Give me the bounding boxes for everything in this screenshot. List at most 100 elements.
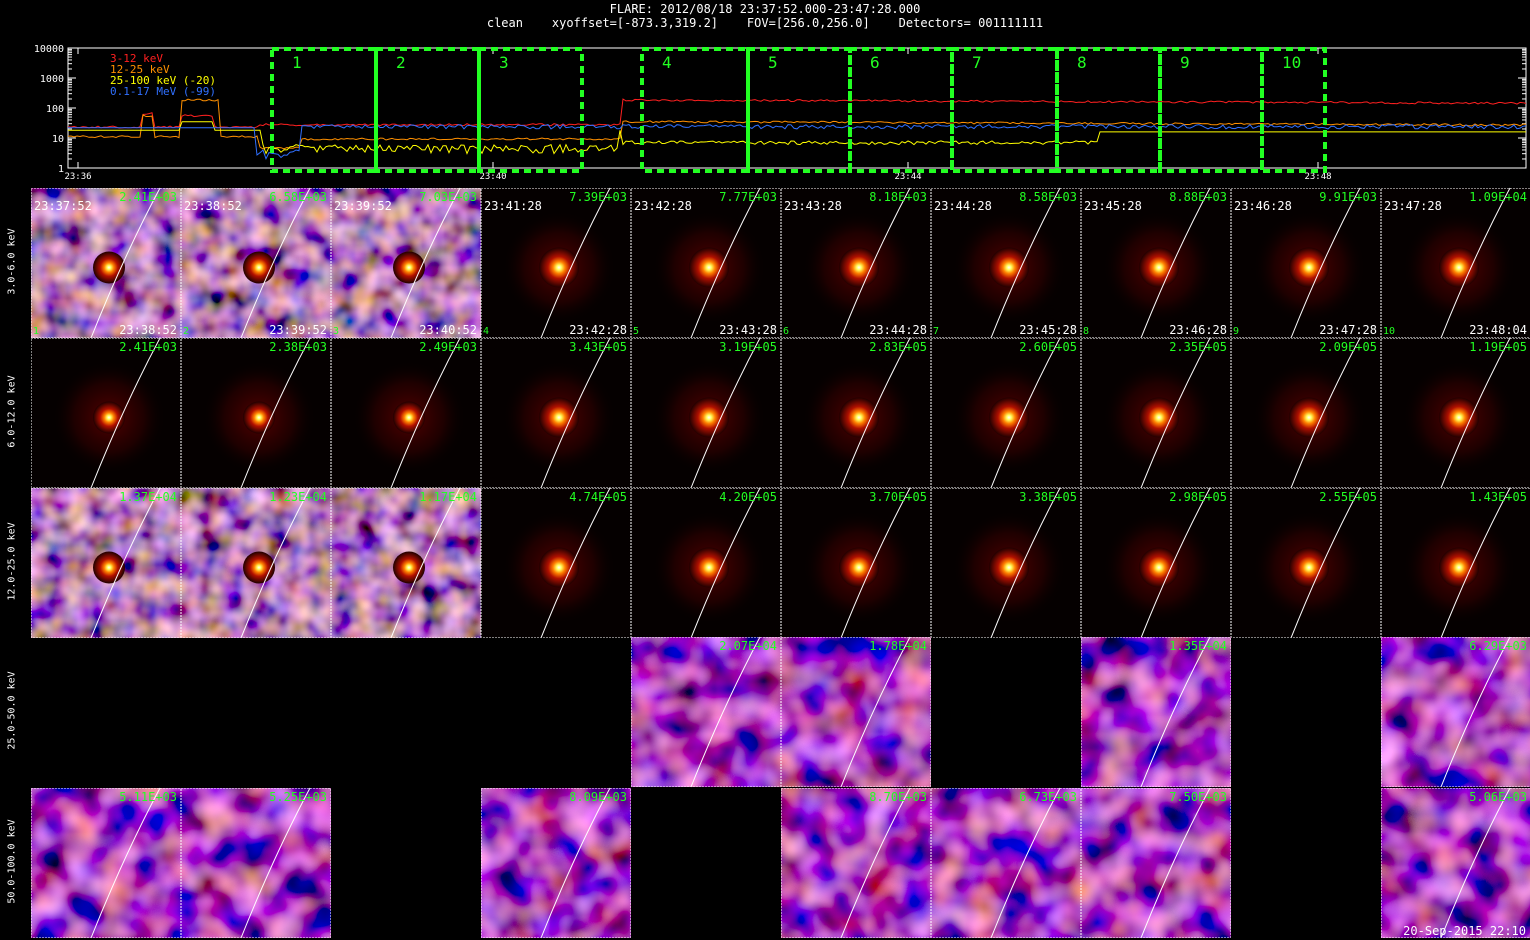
peak-value: 2.09E+05 — [1319, 340, 1377, 354]
interval-number: 9 — [1233, 326, 1239, 337]
peak-value: 1.43E+05 — [1469, 490, 1527, 504]
interval-box — [640, 47, 750, 173]
image-panel: 6.73E+03 — [931, 787, 1081, 939]
peak-value: 2.49E+03 — [419, 340, 477, 354]
peak-value: 3.38E+05 — [1019, 490, 1077, 504]
image-panel: 1.23E+04 — [181, 487, 331, 639]
peak-value: 1.35E+04 — [1169, 639, 1227, 653]
xtick-label: 23:40 — [479, 172, 506, 182]
ytick-label: 10000 — [34, 44, 64, 55]
start-time: 23:44:28 — [934, 199, 992, 213]
peak-value: 1.19E+05 — [1469, 340, 1527, 354]
peak-value: 1.78E+04 — [869, 639, 927, 653]
interval-label: 9 — [1180, 53, 1190, 72]
peak-value: 3.43E+05 — [569, 340, 627, 354]
interval-label: 6 — [870, 53, 880, 72]
peak-value: 8.18E+03 — [869, 190, 927, 204]
legend-entry: 3-12 keV — [110, 52, 163, 65]
interval-box — [1055, 47, 1162, 173]
image-panel: 8.70E+03 — [781, 787, 931, 939]
interval-box — [1260, 47, 1327, 173]
image-panel: 5.25E+03 — [181, 787, 331, 939]
image-panel: 8.18E+03 23:43:28 23:44:28 6 — [781, 187, 931, 339]
footer-timestamp: 20-Sep-2015 22:10 — [1403, 924, 1526, 938]
image-panel: 1.17E+04 — [331, 487, 481, 639]
peak-value: 2.38E+03 — [269, 340, 327, 354]
legend-entry: 25-100 keV (-20) — [110, 74, 216, 87]
image-panel: 2.49E+03 — [331, 337, 481, 489]
peak-value: 8.70E+03 — [869, 790, 927, 804]
image-panel: 1.43E+05 — [1381, 487, 1530, 639]
image-panel: 1.09E+04 23:47:28 23:48:04 10 — [1381, 187, 1530, 339]
image-panel: 2.55E+05 — [1231, 487, 1381, 639]
ytick-label: 1 — [58, 164, 64, 175]
band-label: 3.0-6.0 keV — [6, 228, 18, 295]
flare-title: FLARE: 2012/08/18 23:37:52.000-23:47:28.… — [609, 2, 921, 16]
legend-entry: 0.1-17 MeV (-99) — [110, 85, 216, 98]
xtick-label: 23:36 — [64, 172, 91, 182]
peak-value: 2.35E+05 — [1169, 340, 1227, 354]
image-panel: 2.35E+05 — [1081, 337, 1231, 489]
image-panel: 5.06E+03 — [1381, 787, 1530, 939]
peak-value: 2.41E+03 — [119, 340, 177, 354]
peak-value: 2.07E+04 — [719, 639, 777, 653]
peak-value: 1.37E+04 — [119, 490, 177, 504]
start-time: 23:37:52 — [34, 199, 92, 213]
peak-value: 5.11E+03 — [119, 790, 177, 804]
image-panel: 1.37E+04 — [31, 487, 181, 639]
start-time: 23:47:28 — [1384, 199, 1442, 213]
end-time: 23:45:28 — [1019, 323, 1077, 337]
start-time: 23:43:28 — [784, 199, 842, 213]
image-panel: 8.58E+03 23:44:28 23:45:28 7 — [931, 187, 1081, 339]
image-panel: 5.11E+03 — [31, 787, 181, 939]
end-time: 23:48:04 — [1469, 323, 1527, 337]
interval-box — [477, 47, 584, 173]
image-panel: 2.60E+05 — [931, 337, 1081, 489]
start-time: 23:41:28 — [484, 199, 542, 213]
interval-label: 3 — [499, 53, 509, 72]
peak-value: 7.39E+03 — [569, 190, 627, 204]
image-panel: 2.98E+05 — [1081, 487, 1231, 639]
image-panel: 6.29E+03 — [1381, 636, 1530, 788]
image-panel: 3.43E+05 — [481, 337, 631, 489]
interval-number: 7 — [933, 326, 939, 337]
image-panel: 9.91E+03 23:46:28 23:47:28 9 — [1231, 187, 1381, 339]
peak-value: 2.98E+05 — [1169, 490, 1227, 504]
band-label: 25.0-50.0 keV — [6, 671, 18, 750]
ytick-label: 10 — [52, 134, 64, 145]
interval-label: 1 — [292, 53, 302, 72]
image-panel: 1.19E+05 — [1381, 337, 1530, 489]
interval-label: 5 — [768, 53, 778, 72]
peak-value: 1.23E+04 — [269, 490, 327, 504]
legend-entry: 12-25 keV — [110, 63, 170, 76]
image-panel: 3.38E+05 — [931, 487, 1081, 639]
peak-value: 8.58E+03 — [1019, 190, 1077, 204]
image-panel: 1.35E+04 — [1081, 636, 1231, 788]
end-time: 23:40:52 — [419, 323, 477, 337]
image-panel: 1.78E+04 — [781, 636, 931, 788]
image-panel: 7.50E+03 — [1081, 787, 1231, 939]
peak-value: 4.20E+05 — [719, 490, 777, 504]
peak-value: 6.58E+03 — [269, 190, 327, 204]
start-time: 23:42:28 — [634, 199, 692, 213]
peak-value: 6.73E+03 — [1019, 790, 1077, 804]
image-panel: 7.77E+03 23:42:28 23:43:28 5 — [631, 187, 781, 339]
interval-box — [374, 47, 481, 173]
end-time: 23:46:28 — [1169, 323, 1227, 337]
start-time: 23:45:28 — [1084, 199, 1142, 213]
image-panel: 4.20E+05 — [631, 487, 781, 639]
peak-value: 6.29E+03 — [1469, 639, 1527, 653]
image-panel: 7.03E+03 23:39:52 23:40:52 3 — [331, 187, 481, 339]
interval-number: 4 — [483, 326, 489, 337]
interval-label: 10 — [1282, 53, 1301, 72]
peak-value: 5.25E+03 — [269, 790, 327, 804]
peak-value: 7.77E+03 — [719, 190, 777, 204]
curve-0.1-17mev — [68, 123, 1527, 160]
interval-label: 4 — [662, 53, 672, 72]
end-time: 23:38:52 — [119, 323, 177, 337]
end-time: 23:39:52 — [269, 323, 327, 337]
image-panel: 2.38E+03 — [181, 337, 331, 489]
interval-box — [848, 47, 954, 173]
image-panel: 4.74E+05 — [481, 487, 631, 639]
